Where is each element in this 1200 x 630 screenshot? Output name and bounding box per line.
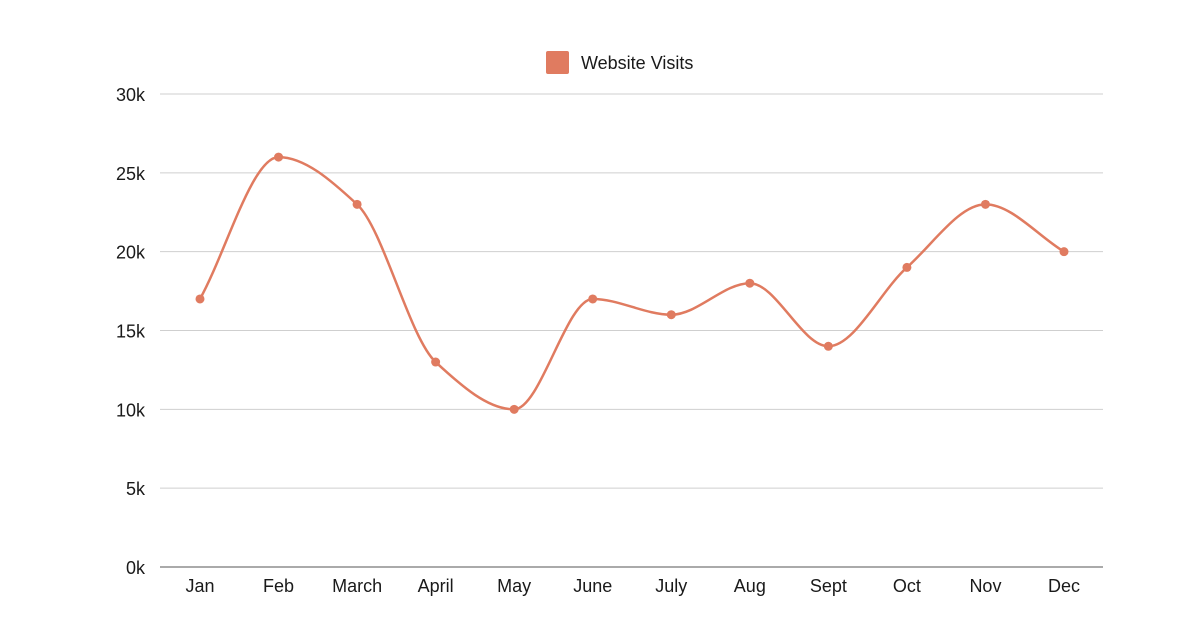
y-tick-label: 15k bbox=[116, 322, 146, 342]
x-tick-label: March bbox=[332, 576, 382, 596]
y-axis-ticks: 0k 5k 10k 15k 20k 25k 30k bbox=[116, 85, 146, 578]
x-tick-label: Nov bbox=[969, 576, 1001, 596]
data-point[interactable] bbox=[666, 310, 676, 320]
data-point[interactable] bbox=[823, 341, 833, 351]
data-point[interactable] bbox=[588, 294, 598, 304]
x-tick-label: June bbox=[573, 576, 612, 596]
data-point[interactable] bbox=[902, 262, 912, 272]
x-tick-label: Dec bbox=[1048, 576, 1080, 596]
data-point[interactable] bbox=[431, 357, 441, 367]
data-point[interactable] bbox=[195, 294, 205, 304]
y-tick-label: 20k bbox=[116, 243, 146, 263]
y-tick-label: 30k bbox=[116, 85, 146, 105]
data-point[interactable] bbox=[509, 404, 519, 414]
x-tick-label: Jan bbox=[185, 576, 214, 596]
y-tick-label: 10k bbox=[116, 400, 146, 420]
legend: Website Visits bbox=[546, 51, 693, 74]
data-point[interactable] bbox=[274, 152, 284, 162]
x-tick-label: Sept bbox=[810, 576, 847, 596]
y-tick-label: 0k bbox=[126, 558, 146, 578]
series-layer bbox=[195, 152, 1069, 414]
y-tick-label: 5k bbox=[126, 479, 146, 499]
gridlines bbox=[160, 93, 1103, 568]
data-point[interactable] bbox=[980, 199, 990, 209]
x-tick-label: May bbox=[497, 576, 531, 596]
x-tick-label: April bbox=[418, 576, 454, 596]
x-tick-label: Aug bbox=[734, 576, 766, 596]
x-tick-label: Oct bbox=[893, 576, 921, 596]
series-line bbox=[198, 155, 1066, 411]
x-axis-ticks: Jan Feb March April May June July Aug Sept Oct Nov… bbox=[185, 576, 1080, 596]
data-point[interactable] bbox=[745, 278, 755, 288]
legend-swatch bbox=[546, 51, 569, 74]
data-point[interactable] bbox=[352, 199, 362, 209]
x-tick-label: July bbox=[655, 576, 687, 596]
data-point[interactable] bbox=[1059, 247, 1069, 257]
x-tick-label: Feb bbox=[263, 576, 294, 596]
y-tick-label: 25k bbox=[116, 164, 146, 184]
legend-label: Website Visits bbox=[581, 53, 693, 73]
